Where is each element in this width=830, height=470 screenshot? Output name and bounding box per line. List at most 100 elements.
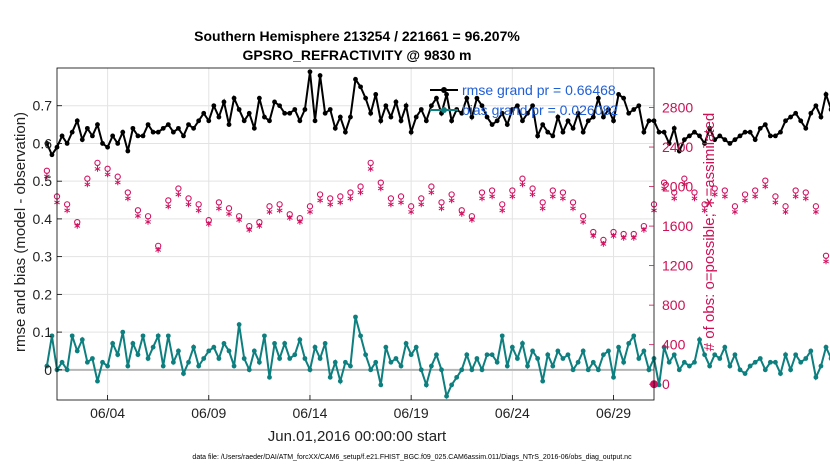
bias-point	[282, 341, 288, 346]
rmse-point	[641, 129, 647, 135]
bias-point	[277, 356, 283, 361]
rmse-point	[332, 125, 338, 131]
bias-point	[95, 378, 100, 384]
rmse-point	[236, 107, 242, 112]
plot-frame	[56, 67, 655, 401]
bias-point	[236, 322, 242, 327]
bias-point	[216, 356, 222, 361]
bias-point	[246, 367, 252, 373]
rmse-point	[256, 95, 262, 101]
bias-point	[793, 352, 799, 358]
bias-point	[525, 363, 530, 369]
bias-point	[160, 363, 166, 369]
possible-obs-marker	[104, 165, 111, 172]
rmse-point	[788, 114, 794, 120]
rmse-point	[418, 107, 424, 112]
possible-obs-marker	[468, 213, 476, 220]
rmse-point	[165, 122, 171, 127]
rmse-point	[681, 137, 687, 143]
rmse-point	[383, 103, 389, 109]
legend-rmse-label: rmse grand pr = 0.66468	[462, 82, 616, 98]
right-tick-label: 400	[662, 337, 686, 353]
possible-obs-marker	[640, 222, 648, 230]
assimilated-obs-marker: *	[357, 187, 364, 201]
rmse-point	[636, 103, 642, 109]
bias-point	[798, 359, 804, 365]
bias-point	[606, 348, 611, 354]
bias-point	[100, 359, 105, 365]
rmse-point	[423, 118, 429, 124]
rmse-point	[287, 110, 293, 116]
possible-obs-marker	[731, 203, 739, 210]
possible-obs-marker	[792, 187, 799, 194]
bias-point	[757, 356, 763, 361]
rmse-point	[489, 122, 495, 127]
possible-obs-marker	[266, 203, 273, 210]
bias-point	[206, 348, 212, 354]
rmse-point	[262, 114, 267, 120]
possible-obs-marker	[681, 175, 688, 182]
possible-obs-marker	[448, 191, 455, 198]
bias-point	[687, 363, 692, 369]
bias-point	[408, 352, 414, 358]
possible-obs-marker	[438, 199, 445, 206]
rmse-point	[373, 92, 379, 97]
assimilated-obs-marker: *	[752, 191, 759, 205]
bias-point	[150, 344, 156, 350]
bias-point	[555, 348, 561, 354]
bias-point	[403, 341, 409, 346]
rmse-point	[449, 118, 455, 124]
bias-point	[580, 348, 586, 354]
bias-point	[611, 374, 616, 380]
possible-obs-marker	[671, 189, 678, 196]
right-tick-label: 2400	[662, 139, 693, 155]
bias-point	[641, 348, 647, 354]
rmse-point	[130, 125, 136, 131]
bias-point	[489, 352, 495, 358]
possible-obs-marker	[165, 197, 172, 204]
bias-point	[808, 348, 814, 354]
bias-point	[251, 348, 257, 354]
bias-point	[742, 371, 748, 376]
bias-point	[69, 333, 75, 339]
assimilated-obs-marker: *	[479, 193, 486, 207]
rmse-point	[459, 110, 465, 116]
rmse-point	[762, 122, 768, 127]
assimilated-obs-marker: *	[772, 197, 779, 211]
rmse-point	[363, 95, 369, 101]
assimilated-obs-marker: *	[550, 191, 557, 205]
assimilated-obs-marker: *	[519, 180, 526, 194]
rmse-point	[64, 141, 70, 146]
rmse-point	[337, 114, 343, 120]
assimilated-obs-marker: *	[428, 187, 435, 201]
rmse-point	[773, 133, 778, 139]
assimilated-obs-marker: *	[742, 195, 749, 209]
rmse-point	[150, 129, 156, 135]
assimilated-obs-marker: *	[337, 197, 344, 211]
bias-point	[145, 356, 151, 361]
rmse-point	[282, 110, 288, 116]
assimilated-obs-marker: *	[94, 164, 101, 178]
bias-point	[646, 367, 652, 373]
bias-point	[363, 352, 369, 358]
bias-point	[337, 378, 343, 384]
possible-obs-marker	[276, 201, 283, 208]
rmse-point	[575, 110, 581, 116]
right-tick-label: 0	[662, 376, 670, 392]
bias-point	[464, 352, 470, 358]
rmse-point	[712, 137, 718, 143]
rmse-point	[666, 141, 672, 146]
rmse-point	[191, 125, 197, 131]
assimilated-obs-marker: *	[803, 193, 810, 207]
bias-point	[590, 359, 596, 365]
rmse-point	[307, 69, 313, 75]
possible-obs-marker	[84, 175, 91, 182]
chart-title-line-1: Southern Hemisphere 213254 / 221661 = 96…	[194, 28, 520, 44]
bias-point	[64, 367, 70, 373]
bias-point	[322, 341, 328, 346]
rmse-point	[722, 137, 728, 143]
x-tick-label: 06/24	[495, 405, 530, 421]
bias-point	[176, 348, 181, 354]
possible-obs-marker	[63, 201, 71, 208]
possible-obs-marker	[630, 230, 637, 238]
